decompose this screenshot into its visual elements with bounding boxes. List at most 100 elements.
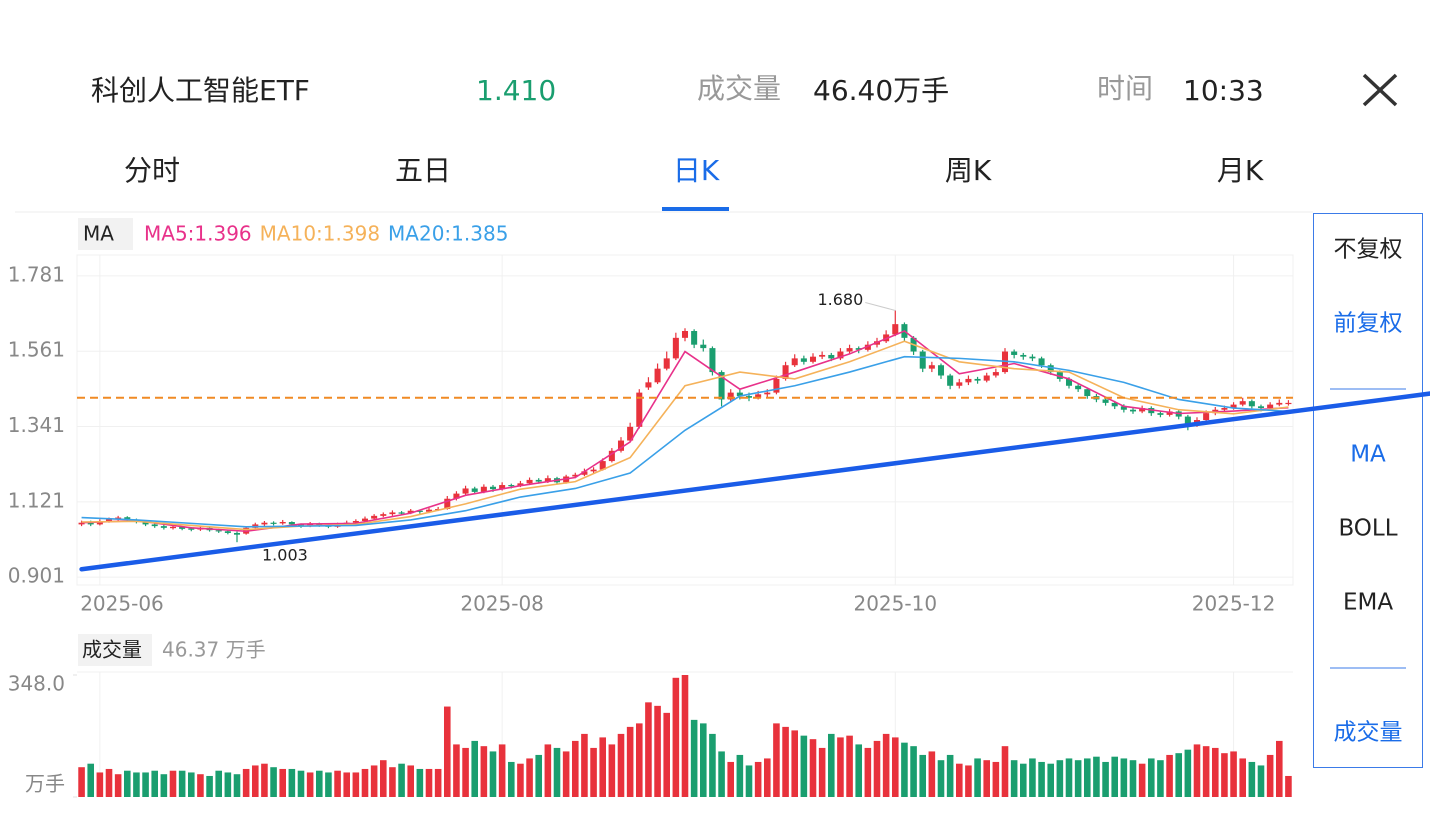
candle-body [782,365,789,379]
tab[interactable]: 周K [945,154,992,187]
candle-body [87,522,94,525]
volume-bar [1202,746,1210,797]
tab[interactable]: 分时 [124,154,180,187]
volume-bar [306,772,314,797]
candle-body [124,517,131,520]
side-panel [1313,213,1423,768]
candle-body [809,356,817,362]
volume-bar [846,735,853,797]
tab-underline [662,207,729,211]
tab[interactable]: 月K [1217,154,1264,187]
volume-bar [1129,760,1137,797]
candle-body [617,440,625,451]
candle-body [288,522,295,525]
volume-bar [617,733,625,797]
volume-bar [1038,761,1045,797]
volume-bar [864,747,872,797]
volume-bar [361,768,369,797]
volume-bar [1065,758,1073,797]
volume-bar [690,719,698,797]
candle-body [160,526,167,528]
volume-bar [169,770,177,797]
tab[interactable]: 五日 [395,154,451,187]
candle-body [1139,408,1146,412]
volume-bar [1285,775,1292,797]
candle-body [1184,416,1191,426]
volume-bar [663,712,671,797]
volume-bar [1275,740,1283,797]
volume-bar [425,768,433,797]
volume-bar [571,740,579,797]
volume-bar [1266,754,1274,797]
volume-bar [1175,753,1183,797]
candle-body [179,526,186,529]
volume-bar [955,763,963,797]
volume-bar [389,767,396,797]
volume-bar [709,733,716,797]
volume-bar [398,763,405,797]
candle-body [1065,378,1073,386]
volume-bar [151,770,159,797]
candle-body [974,378,981,381]
volume-bar [599,737,607,797]
volume-bar [1120,758,1128,797]
volume-box [78,634,152,666]
volume-bar [517,763,524,797]
volume-bar [434,768,442,797]
volume-label: 成交量 [697,72,781,105]
side-option[interactable]: EMA [1343,590,1393,616]
volume-bar [645,702,652,797]
annotation-label: 1.680 [817,290,863,309]
candle-body [937,365,945,376]
side-option[interactable]: 不复权 [1334,237,1403,263]
candle-body [215,530,222,532]
volume-bar [782,726,789,797]
volume-bar [334,770,341,797]
candle-body [636,392,643,427]
volume-bar [544,744,552,797]
volume-tick-label: 348.0 [8,672,65,696]
candle-body [992,372,999,376]
y-tick-label: 1.561 [8,338,65,362]
candle-body [508,485,515,487]
volume-bar [681,675,689,797]
volume-bar [215,770,223,797]
volume-bar [114,774,122,797]
volume-bar [1093,756,1100,797]
volume-bar [1239,758,1247,797]
volume-bar [105,768,113,797]
volume-bar [1257,765,1265,797]
candle-body [846,348,853,352]
candle-body [398,512,405,514]
candle-body [928,365,935,369]
candle-body [1047,365,1054,373]
volume-bar [1074,760,1082,797]
candle-body [773,378,780,393]
side-option[interactable]: MA [1350,442,1386,468]
side-option[interactable]: 成交量 [1334,720,1403,746]
candle-body [727,392,734,400]
volume-bar [1248,761,1256,797]
side-option[interactable]: BOLL [1338,516,1397,542]
volume-bar [1047,763,1055,797]
volume-bar [407,765,415,797]
volume-bar [635,723,643,797]
candle-body [297,524,305,527]
candle-body [1203,413,1210,420]
close-button[interactable] [1362,73,1398,107]
candle-body [188,528,195,530]
volume-bar [1138,763,1146,797]
volume-bar [133,772,140,797]
candle-body [142,522,149,525]
volume-bar [480,746,488,797]
volume-bar [974,758,981,797]
volume-bar [754,761,762,797]
tab[interactable]: 日K [673,154,720,187]
volume-bar [297,770,305,797]
volume-bar [590,747,597,797]
side-option[interactable]: 前复权 [1334,311,1403,337]
volume-bar [1001,746,1009,797]
volume-bar [626,726,634,797]
legend-entry: MA5:1.396 [144,222,252,246]
volume-bar [928,751,936,797]
